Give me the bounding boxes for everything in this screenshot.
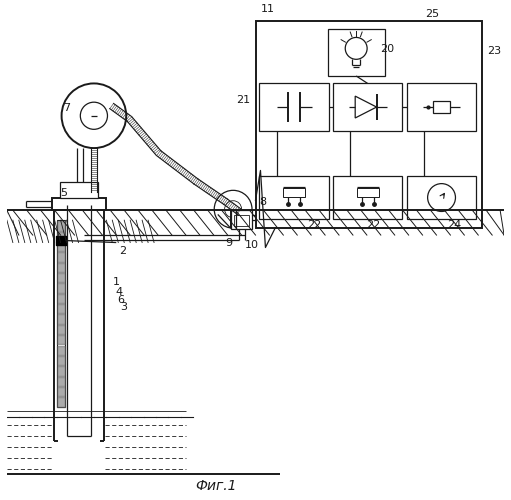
Text: 1: 1 bbox=[113, 278, 120, 287]
Bar bbox=[328, 28, 385, 76]
Text: 4: 4 bbox=[115, 288, 122, 298]
Bar bbox=[234, 214, 249, 226]
Bar bbox=[333, 176, 402, 218]
Bar bbox=[260, 176, 329, 218]
Bar bbox=[407, 84, 476, 130]
Text: 2: 2 bbox=[119, 246, 126, 256]
Text: 20: 20 bbox=[380, 44, 394, 54]
Text: 22: 22 bbox=[366, 220, 380, 230]
Text: 23: 23 bbox=[487, 46, 501, 56]
Text: 11: 11 bbox=[261, 4, 275, 14]
Bar bbox=[57, 220, 65, 406]
Bar bbox=[433, 101, 451, 113]
Bar bbox=[60, 182, 98, 198]
Bar bbox=[333, 84, 402, 130]
Bar bbox=[407, 176, 476, 218]
Bar bbox=[260, 84, 329, 130]
Text: 10: 10 bbox=[245, 240, 259, 250]
Text: 22: 22 bbox=[307, 220, 321, 230]
Text: 5: 5 bbox=[61, 188, 67, 198]
Text: 24: 24 bbox=[448, 220, 462, 230]
Text: 7: 7 bbox=[63, 104, 70, 114]
Text: 6: 6 bbox=[118, 294, 125, 304]
Bar bbox=[52, 198, 106, 210]
Text: 8: 8 bbox=[260, 197, 267, 207]
Bar bbox=[231, 210, 252, 229]
Text: 21: 21 bbox=[236, 94, 250, 104]
Bar bbox=[357, 188, 379, 196]
Text: Фиг.1: Фиг.1 bbox=[195, 479, 237, 493]
Bar bbox=[283, 188, 305, 196]
Text: 25: 25 bbox=[425, 9, 439, 19]
Text: 9: 9 bbox=[225, 238, 233, 248]
Text: 3: 3 bbox=[120, 302, 127, 312]
Bar bbox=[256, 22, 482, 228]
